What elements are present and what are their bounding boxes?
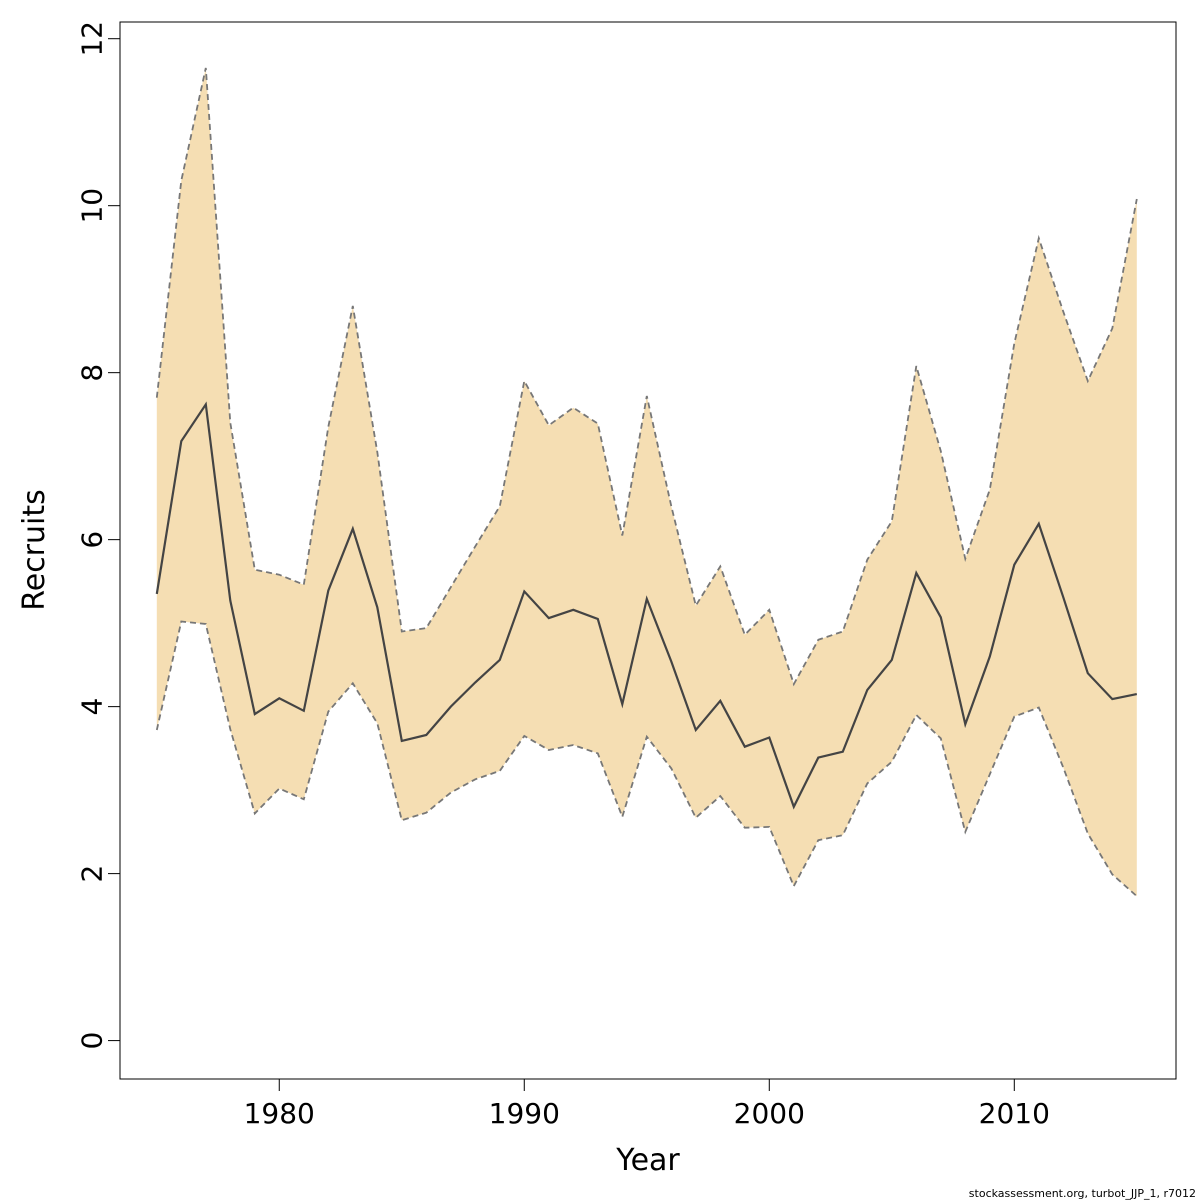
- x-tick-label: 2000: [734, 1097, 805, 1130]
- x-tick-label: 1990: [489, 1097, 560, 1130]
- lower-bound-line: [155, 620, 1138, 897]
- x-axis: 1980 1990 2000 2010: [244, 1079, 1050, 1130]
- estimate-line: [155, 401, 1138, 810]
- confidence-band-layer: [156, 67, 1137, 897]
- x-tick-label: 2010: [979, 1097, 1050, 1130]
- x-axis-title: Year: [615, 1143, 680, 1178]
- x-tick-label: 1980: [244, 1097, 315, 1130]
- series-lines-layer: [155, 67, 1138, 897]
- y-tick-label: 2: [76, 865, 109, 883]
- plot-frame: [119, 21, 1177, 1080]
- y-tick-label: 8: [76, 364, 109, 382]
- y-tick-label: 6: [76, 531, 109, 549]
- y-tick-label: 4: [76, 698, 109, 716]
- y-tick-label: 10: [76, 188, 109, 224]
- y-tick-label: 12: [76, 21, 109, 57]
- y-axis-title: Recruits: [17, 489, 52, 611]
- credit-text: stockassessment.org, turbot_JJP_1, r7012: [969, 1187, 1196, 1200]
- y-axis: 0 2 4 6 8 10 12: [76, 21, 120, 1050]
- confidence-band: [156, 67, 1137, 897]
- y-tick-label: 0: [76, 1032, 109, 1050]
- upper-bound-line: [155, 67, 1138, 687]
